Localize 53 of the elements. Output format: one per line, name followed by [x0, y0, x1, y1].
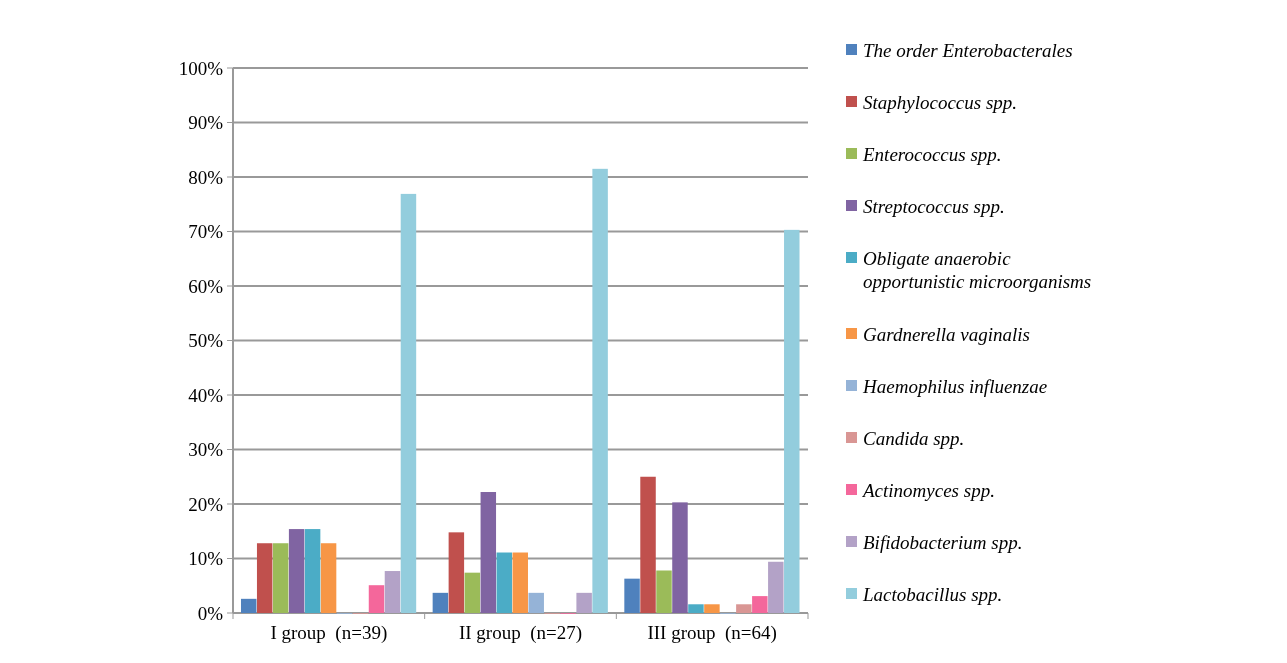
- y-tick-label: 10%: [188, 548, 224, 570]
- y-tick-label: 100%: [178, 57, 224, 79]
- x-tick-label: I group (n=39): [270, 622, 388, 644]
- bar: [400, 193, 417, 613]
- legend-label: Staphylococcus spp.: [863, 91, 1018, 113]
- legend-label: Actinomyces spp.: [861, 479, 995, 501]
- bar: [624, 578, 640, 613]
- legend-label: Streptococcus spp.: [863, 195, 1005, 217]
- bar: [688, 604, 704, 613]
- bar: [784, 229, 800, 613]
- bar: [640, 476, 656, 613]
- legend-label: The order Enterobacterales: [863, 39, 1073, 61]
- bar: [512, 552, 528, 613]
- bar: [656, 570, 672, 613]
- bar: [704, 604, 720, 613]
- bar: [592, 168, 608, 613]
- legend-label: Haemophilus influenzae: [862, 375, 1048, 397]
- y-tick-label: 70%: [188, 221, 224, 243]
- bar: [752, 596, 768, 613]
- legend-label: Obligate anaerobic opportunistic microorganisms: [863, 247, 1092, 293]
- y-tick-label: 20%: [188, 493, 224, 515]
- bar: [320, 543, 337, 613]
- legend-label: Gardnerella vaginalis: [863, 323, 1030, 345]
- bar: [672, 502, 688, 613]
- y-tick-label: 60%: [188, 275, 224, 297]
- bar: [480, 492, 497, 613]
- y-tick-label: 40%: [188, 384, 224, 406]
- bar: [496, 552, 513, 613]
- legend-label: Candida spp.: [863, 427, 965, 449]
- bar: [368, 585, 385, 613]
- legend-label: Enterococcus spp.: [862, 143, 1002, 165]
- y-tick-label: 90%: [188, 112, 224, 134]
- bar: [272, 543, 289, 613]
- bar: [736, 604, 752, 613]
- bar: [384, 571, 401, 613]
- legend-label: Bifidobacterium spp.: [863, 531, 1023, 553]
- bar: [448, 532, 465, 613]
- bar: [240, 598, 257, 613]
- bar: [256, 543, 273, 613]
- bar: [304, 529, 321, 613]
- y-tick-label: 80%: [188, 166, 224, 188]
- legend-label: Lactobacillus spp.: [862, 583, 1003, 605]
- x-tick-label: III group (n=64): [647, 622, 777, 644]
- x-tick-label: II group (n=27): [458, 622, 583, 644]
- y-tick-label: 0%: [197, 602, 224, 624]
- bar: [768, 561, 784, 613]
- y-tick-label: 30%: [188, 439, 224, 461]
- bar: [464, 572, 481, 613]
- bar: [576, 592, 592, 613]
- y-tick-label: 50%: [188, 330, 224, 352]
- bar: [528, 592, 544, 613]
- bar: [432, 592, 449, 613]
- bar: [288, 529, 305, 613]
